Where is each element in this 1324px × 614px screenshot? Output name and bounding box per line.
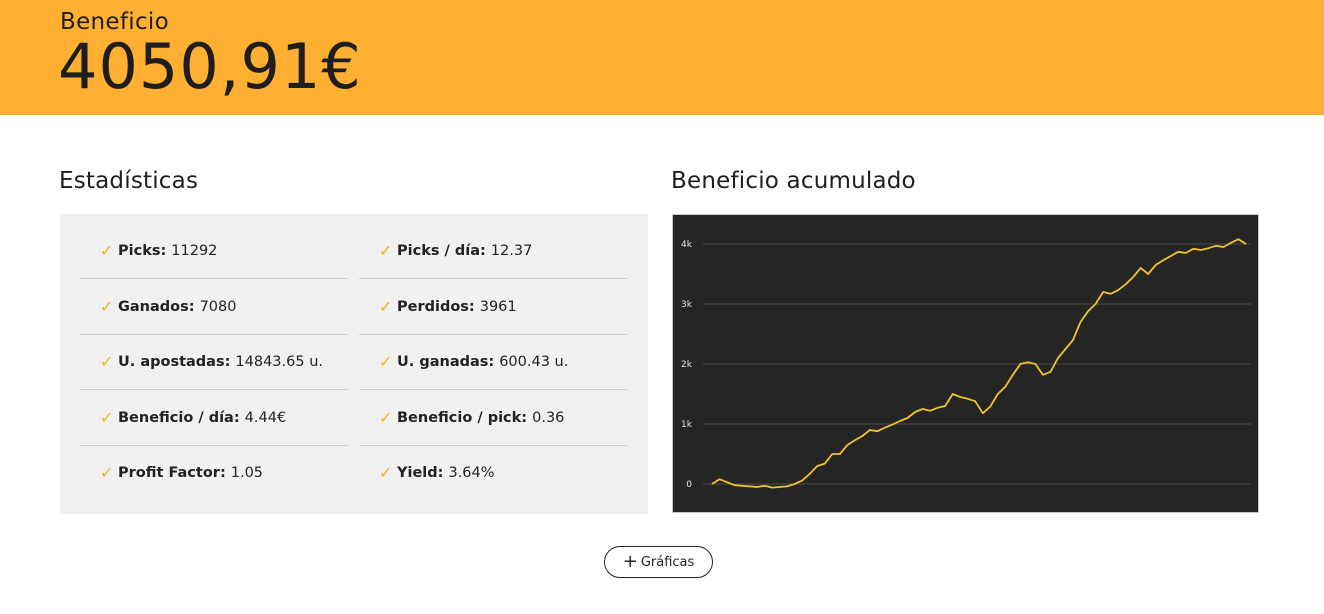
stat-value: 7080 <box>199 298 237 315</box>
stat-yield: ✓ Yield: 3.64% <box>359 445 627 500</box>
banner-label: Beneficio <box>60 9 169 35</box>
stat-won: ✓ Ganados: 7080 <box>80 279 348 335</box>
banner-profit-value: 4050,91€ <box>58 30 362 103</box>
stat-label: Picks / día: <box>397 242 486 259</box>
stat-label: Beneficio / día: <box>118 409 240 426</box>
graficas-button[interactable]: + Gráficas <box>604 546 713 578</box>
stat-profit-factor: ✓ Profit Factor: 1.05 <box>80 445 348 500</box>
profit-banner: Beneficio 4050,91€ <box>0 0 1324 115</box>
check-icon: ✓ <box>100 408 114 427</box>
y-tick-label: 0 <box>686 480 692 490</box>
stat-units-bet: ✓ U. apostadas: 14843.65 u. <box>80 334 348 390</box>
check-icon: ✓ <box>379 241 393 260</box>
check-icon: ✓ <box>100 352 114 371</box>
stat-profit-per-day: ✓ Beneficio / día: 4.44€ <box>80 390 348 446</box>
plus-icon: + <box>622 551 638 572</box>
series-line <box>711 238 1247 489</box>
stats-panel: ✓ Picks: 11292 ✓ Picks / día: 12.37 ✓ Ga… <box>60 214 648 514</box>
stat-label: Picks: <box>118 242 167 259</box>
stats-title: Estadísticas <box>59 168 199 194</box>
stat-picks-per-day: ✓ Picks / día: 12.37 <box>359 223 627 279</box>
y-tick-label: 1k <box>681 420 693 430</box>
stat-value: 4.44€ <box>244 409 287 426</box>
check-icon: ✓ <box>379 352 393 371</box>
stat-value: 14843.65 u. <box>235 353 324 370</box>
stat-value: 3961 <box>479 298 517 315</box>
stat-value: 12.37 <box>490 242 533 259</box>
graficas-button-label: Gráficas <box>640 554 695 570</box>
stat-value: 3.64% <box>448 464 495 481</box>
stat-label: Ganados: <box>118 298 195 315</box>
stat-label: Profit Factor: <box>118 464 226 481</box>
check-icon: ✓ <box>379 297 393 316</box>
stat-label: U. apostadas: <box>118 353 231 370</box>
stat-value: 0.36 <box>532 409 565 426</box>
stat-units-won: ✓ U. ganadas: 600.43 u. <box>359 334 627 390</box>
stat-picks: ✓ Picks: 11292 <box>80 223 348 279</box>
stat-label: Perdidos: <box>397 298 475 315</box>
stat-label: Beneficio / pick: <box>397 409 528 426</box>
stat-label: U. ganadas: <box>397 353 495 370</box>
check-icon: ✓ <box>100 463 114 482</box>
chart-title: Beneficio acumulado <box>671 168 916 194</box>
stat-value: 1.05 <box>230 464 264 481</box>
stat-value: 11292 <box>171 242 218 259</box>
y-tick-label: 3k <box>681 300 693 310</box>
check-icon: ✓ <box>379 408 393 427</box>
check-icon: ✓ <box>100 297 114 316</box>
check-icon: ✓ <box>379 463 393 482</box>
chart-svg: 0 1k 2k 3k 4k <box>681 238 1251 490</box>
stat-label: Yield: <box>397 464 444 481</box>
check-icon: ✓ <box>100 241 114 260</box>
stat-profit-per-pick: ✓ Beneficio / pick: 0.36 <box>359 390 627 446</box>
y-tick-label: 4k <box>681 240 693 250</box>
cumulative-profit-chart: 0 1k 2k 3k 4k <box>672 214 1259 513</box>
y-tick-label: 2k <box>681 360 693 370</box>
stat-lost: ✓ Perdidos: 3961 <box>359 279 627 335</box>
stat-value: 600.43 u. <box>499 353 569 370</box>
